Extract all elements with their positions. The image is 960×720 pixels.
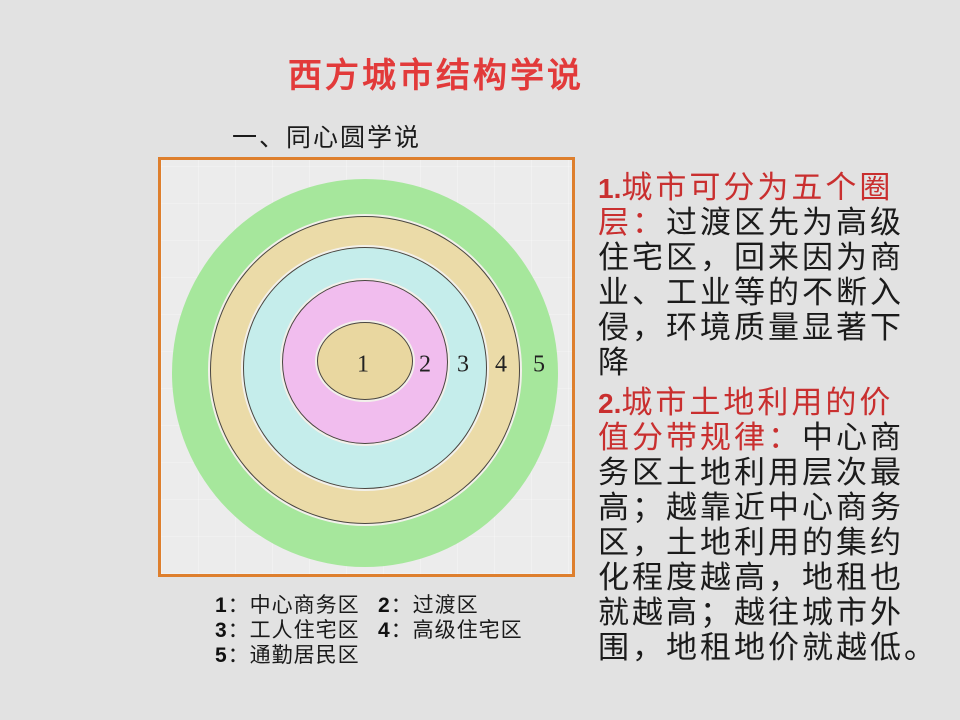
note-line: 值分带规律：中心商: [598, 420, 956, 455]
legend-item-label: ：通勤居民区: [227, 643, 360, 667]
note-paragraph: 1.城市可分为五个圈 层：过渡区先为高级 住宅区，回来因为商 业、工业等的不断入 侵，环…: [598, 170, 956, 380]
legend-item: 3：工人住宅区: [215, 618, 378, 643]
note-segment: 中心商: [802, 420, 904, 455]
note-segment: 高；越靠近中心商务: [598, 490, 904, 525]
note-line: 区，土地利用的集约: [598, 525, 956, 560]
note-segment: 化程度越高，地租也: [598, 560, 904, 595]
ring-number-label: 1: [357, 351, 369, 378]
note-segment: 区，土地利用的集约: [598, 525, 904, 560]
note-segment: 2.: [598, 388, 622, 419]
note-segment: 城市土地利用的价: [621, 385, 894, 420]
legend-item-label: ：中心商务区: [227, 593, 360, 617]
legend-item-number: 3: [215, 619, 228, 642]
ring-number-label: 5: [533, 351, 545, 378]
note-line: 2.城市土地利用的价: [598, 385, 956, 420]
note-line: 化程度越高，地租也: [598, 560, 956, 595]
diagram-legend: 1：中心商务区 2：过渡区 3：工人住宅区 4：高级住宅区 5：通勤居民区: [215, 593, 523, 668]
note-line: 业、工业等的不断入: [598, 275, 956, 310]
note-line: 务区土地利用层次最: [598, 455, 956, 490]
note-line: 就越高；越往城市外: [598, 595, 956, 630]
legend-item-number: 2: [378, 594, 391, 617]
ring-1-zone: [317, 322, 413, 400]
note-line: 围，地租地价就越低。: [598, 630, 956, 665]
ring-number-label: 4: [495, 351, 507, 378]
note-segment: 过渡区先为高级: [666, 205, 904, 240]
note-line: 住宅区，回来因为商: [598, 240, 956, 275]
note-segment: 城市可分为五个圈: [621, 170, 894, 205]
note-segment: 就越高；越往城市外: [598, 595, 904, 630]
note-segment: 值分带规律：: [598, 420, 802, 455]
legend-item-number: 4: [378, 619, 391, 642]
note-paragraph: 2.城市土地利用的价 值分带规律：中心商 务区土地利用层次最 高；越靠近中心商务 区，土…: [598, 385, 956, 665]
ring-number-label: 3: [457, 351, 469, 378]
legend-item-label: ：高级住宅区: [390, 618, 523, 642]
note-segment: 降: [598, 345, 632, 380]
note-line: 高；越靠近中心商务: [598, 490, 956, 525]
legend-row: 3：工人住宅区 4：高级住宅区: [215, 618, 523, 643]
note-segment: 住宅区，回来因为商: [598, 240, 904, 275]
legend-item: 2：过渡区: [378, 593, 479, 618]
legend-item: 5：通勤居民区: [215, 643, 378, 668]
legend-row: 5：通勤居民区: [215, 643, 523, 668]
legend-item-number: 5: [215, 644, 228, 667]
note-line: 1.城市可分为五个圈: [598, 170, 956, 205]
note-segment: 务区土地利用层次最: [598, 455, 904, 490]
notes-column: 1.城市可分为五个圈 层：过渡区先为高级 住宅区，回来因为商 业、工业等的不断入 侵，环…: [598, 170, 956, 670]
note-line: 降: [598, 345, 956, 380]
note-segment: 层：: [598, 205, 666, 240]
note-segment: 围，地租地价就越低。: [598, 630, 938, 665]
legend-item-label: ：工人住宅区: [227, 618, 360, 642]
legend-item: 4：高级住宅区: [378, 618, 523, 643]
section-heading: 一、同心圆学说: [232, 125, 422, 152]
page-title: 西方城市结构学说: [288, 58, 584, 95]
legend-item-number: 1: [215, 594, 228, 617]
legend-row: 1：中心商务区 2：过渡区: [215, 593, 523, 618]
note-line: 侵，环境质量显著下: [598, 310, 956, 345]
note-segment: 1.: [598, 173, 622, 204]
note-line: 层：过渡区先为高级: [598, 205, 956, 240]
note-segment: 业、工业等的不断入: [598, 275, 904, 310]
note-segment: 侵，环境质量显著下: [598, 310, 904, 345]
legend-item: 1：中心商务区: [215, 593, 378, 618]
ring-number-label: 2: [419, 351, 431, 378]
legend-item-label: ：过渡区: [390, 593, 479, 617]
